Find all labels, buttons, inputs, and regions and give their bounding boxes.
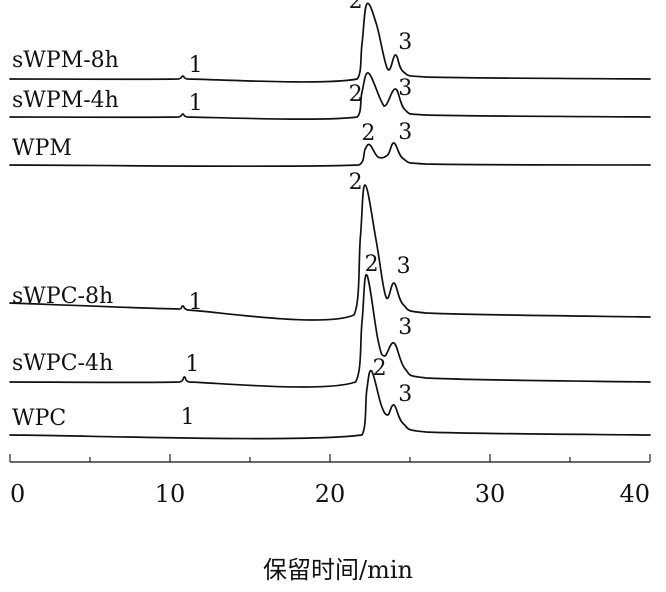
peak-label: 1 [185, 352, 199, 377]
peak-label: 1 [189, 290, 203, 315]
peak-label: 1 [189, 53, 203, 78]
peak-label: 2 [349, 170, 363, 195]
series-traces [9, 2, 651, 440]
peak-label: 2 [373, 356, 387, 381]
peak-label: 2 [361, 121, 375, 146]
peak-label: 3 [398, 30, 412, 55]
peak-label: 3 [398, 120, 412, 145]
peak-label: 3 [398, 315, 412, 340]
peak-label: 1 [189, 91, 203, 116]
x-axis: 0 10 20 30 40 [9, 454, 651, 508]
peak-label: 2 [365, 252, 379, 277]
series-label: sWPC-8h [12, 284, 113, 309]
series-label: sWPM-8h [12, 48, 119, 73]
series-trace-1 [9, 2, 651, 83]
peak-label: 3 [397, 254, 411, 279]
x-tick-label: 20 [315, 480, 346, 508]
series-label: sWPC-4h [12, 351, 113, 376]
peak-label: 1 [181, 405, 195, 430]
peak-label: 3 [398, 382, 412, 407]
x-tick-label: 40 [619, 480, 650, 508]
series-trace-4 [9, 184, 651, 321]
peak-label: 2 [349, 0, 363, 14]
peak-label: 2 [349, 82, 363, 107]
x-ticks [9, 454, 651, 462]
series-trace-5 [9, 274, 651, 388]
x-tick-label: 30 [475, 480, 506, 508]
series-trace-6 [9, 369, 651, 440]
series-trace-2 [9, 72, 651, 120]
x-tick-labels: 0 10 20 30 40 [10, 480, 650, 508]
series-label: WPM [12, 136, 72, 161]
x-axis-title: 保留时间/min [263, 556, 413, 584]
peak-label: 3 [398, 76, 412, 101]
series-label: WPC [12, 406, 66, 431]
x-tick-label: 10 [155, 480, 186, 508]
series-trace-3 [9, 142, 651, 168]
x-tick-label: 0 [10, 480, 25, 508]
series-labels: sWPM-8h sWPM-4h WPM sWPC-8h sWPC-4h WPC [12, 48, 119, 431]
series-label: sWPM-4h [12, 88, 119, 113]
